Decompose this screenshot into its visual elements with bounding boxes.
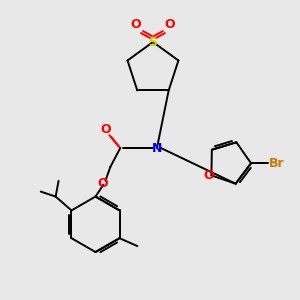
Text: Br: Br xyxy=(269,157,285,170)
Text: O: O xyxy=(100,123,111,136)
Text: O: O xyxy=(164,18,175,31)
Text: S: S xyxy=(148,35,158,49)
Text: N: N xyxy=(152,142,162,154)
Text: O: O xyxy=(131,18,141,31)
Text: O: O xyxy=(203,169,214,182)
Text: O: O xyxy=(97,177,108,190)
